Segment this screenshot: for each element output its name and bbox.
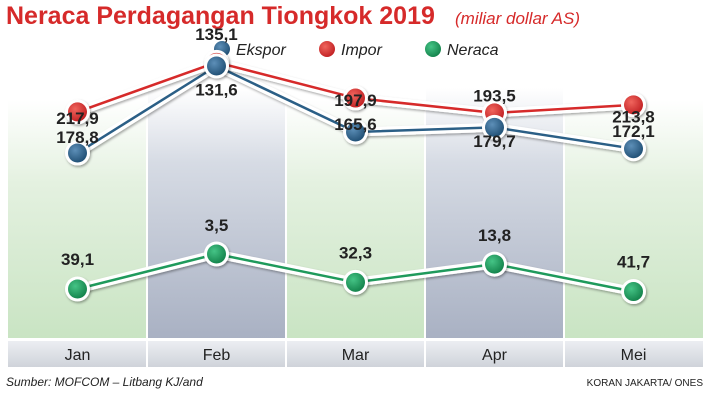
point-dot [207,244,226,264]
legend-marker-impor [319,41,335,57]
point-dot [485,117,504,137]
point-dot [624,282,643,302]
x-axis-categories: Jan Feb Mar Apr Mei [8,341,703,367]
legend-label-neraca: Neraca [447,42,499,59]
point-dot [346,122,365,142]
legend-label-impor: Impor [341,42,383,59]
point-impor-mei [621,92,646,118]
data-label-neraca-jan: 39,1 [61,250,94,269]
category-label-apr: Apr [482,347,508,364]
category-label-mar: Mar [342,347,370,364]
data-label-impor-apr: 179,7 [473,132,516,151]
data-label-ekspor-jan: 217,9 [56,109,99,128]
data-label-impor-mar: 165,6 [334,115,377,134]
legend-label-ekspor: Ekspor [236,42,286,59]
data-label-impor-mei: 172,1 [612,122,655,141]
point-neraca-feb [204,241,229,267]
data-label-ekspor-feb: 135,1 [195,25,238,44]
data-label-ekspor-mar: 197,9 [334,91,377,110]
point-dot [346,272,365,292]
legend: Ekspor Impor Neraca [214,41,499,59]
chart-subtitle: (miliar dollar AS) [455,9,580,28]
point-ekspor-apr [482,114,507,140]
data-label-neraca-mei: 41,7 [617,253,650,272]
data-label-neraca-mar: 32,3 [339,243,372,262]
point-ekspor-jan [65,140,90,166]
title-block: Neraca Perdagangan Tiongkok 2019 (miliar… [6,2,580,30]
data-label-neraca-apr: 13,8 [478,226,511,245]
point-dot [207,56,226,76]
point-neraca-jan [65,276,90,302]
category-label-feb: Feb [203,347,231,364]
data-label-neraca-feb: 3,5 [205,216,229,235]
point-dot [485,254,504,274]
category-label-mei: Mei [621,347,647,364]
point-ekspor-mar [343,119,368,145]
data-labels: 217,9 135,1 197,9 193,5 213,8 178,8 131,6 165,6… [56,25,655,272]
point-impor-jan [65,99,90,125]
data-label-ekspor-mei: 213,8 [612,108,655,127]
point-neraca-mar [343,269,368,295]
band-feb [148,88,285,338]
point-dot [68,143,87,163]
point-impor-mar [343,85,368,111]
point-dot [624,95,643,115]
category-cell-mar [287,341,424,367]
chart-title: Neraca Perdagangan Tiongkok 2019 [6,2,435,30]
category-cell-feb [148,341,285,367]
series-points [65,49,646,305]
point-ekspor-mei [621,136,646,162]
point-dot [68,102,87,122]
point-neraca-mei [621,279,646,305]
point-dot [346,88,365,108]
category-cell-apr [426,341,563,367]
data-label-impor-jan: 178,8 [56,128,99,147]
point-ekspor-feb [204,53,229,79]
category-cell-jan [8,341,146,367]
point-dot [68,279,87,299]
point-neraca-apr [482,251,507,277]
legend-marker-neraca [425,41,441,57]
data-label-impor-feb: 131,6 [195,80,238,99]
point-dot [624,139,643,159]
category-cell-mei [565,341,703,367]
category-label-jan: Jan [65,347,91,364]
source-note: Sumber: MOFCOM – Litbang KJ/and [6,375,203,389]
data-label-ekspor-apr: 193,5 [473,86,516,105]
credit-note: KORAN JAKARTA/ ONES [587,378,704,389]
